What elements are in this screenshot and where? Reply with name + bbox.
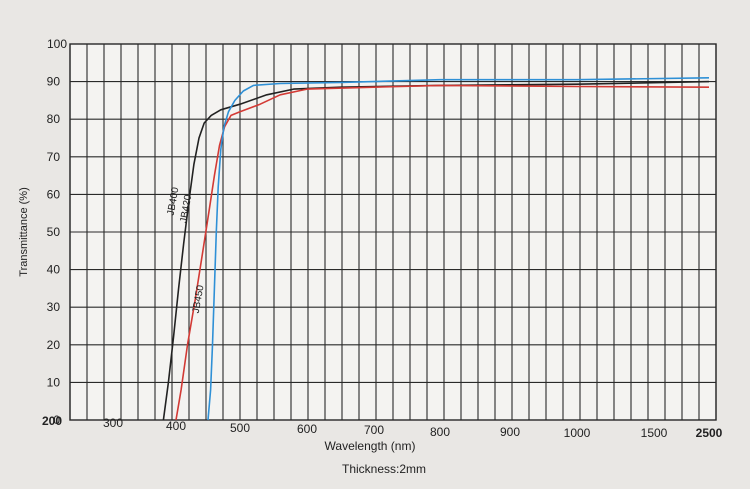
series-line-jb450 bbox=[207, 77, 710, 421]
x-tick-label-500: 500 bbox=[230, 421, 250, 435]
x-tick-label-300: 300 bbox=[103, 416, 123, 430]
x-tick-label-200: 200 bbox=[42, 414, 62, 428]
y-tick-label-50: 50 bbox=[47, 225, 61, 239]
x-tick-label-600: 600 bbox=[297, 422, 317, 436]
y-tick-label-80: 80 bbox=[47, 112, 61, 126]
x-tick-label-2500: 2500 bbox=[696, 426, 723, 440]
x-axis-title: Wavelength (nm) bbox=[325, 439, 416, 453]
curves bbox=[162, 77, 710, 421]
y-axis-title: Transmittance (%) bbox=[18, 187, 30, 276]
y-tick-label-70: 70 bbox=[47, 150, 61, 164]
curve-label-jb420: JB420 bbox=[178, 194, 194, 224]
curve-label-jb400: JB400 bbox=[166, 186, 182, 216]
y-tick-label-100: 100 bbox=[47, 37, 67, 51]
x-tick-labels: 200 300 400 500 600 700 800 900 1000 1500 2500 bbox=[42, 414, 723, 440]
curve-label-jb450: JB450 bbox=[191, 284, 207, 314]
y-tick-label-30: 30 bbox=[47, 300, 61, 314]
x-tick-label-1500: 1500 bbox=[641, 426, 668, 440]
x-tick-label-800: 800 bbox=[430, 425, 450, 439]
x-tick-label-900: 900 bbox=[500, 425, 520, 439]
x-tick-label-400: 400 bbox=[166, 419, 186, 433]
y-tick-labels: 0 10 20 30 40 50 60 70 80 90 100 bbox=[47, 37, 68, 427]
x-tick-label-1000: 1000 bbox=[564, 426, 591, 440]
y-tick-label-90: 90 bbox=[47, 75, 61, 89]
y-tick-label-40: 40 bbox=[47, 263, 61, 277]
y-tick-label-60: 60 bbox=[47, 187, 61, 201]
series-line-jb420 bbox=[175, 84, 710, 421]
x-tick-label-700: 700 bbox=[364, 423, 384, 437]
y-tick-label-10: 10 bbox=[47, 375, 61, 389]
y-tick-label-0: 0 bbox=[53, 413, 60, 427]
y-tick-label-20: 20 bbox=[47, 338, 61, 352]
thickness-caption: Thickness:2mm bbox=[342, 462, 426, 476]
